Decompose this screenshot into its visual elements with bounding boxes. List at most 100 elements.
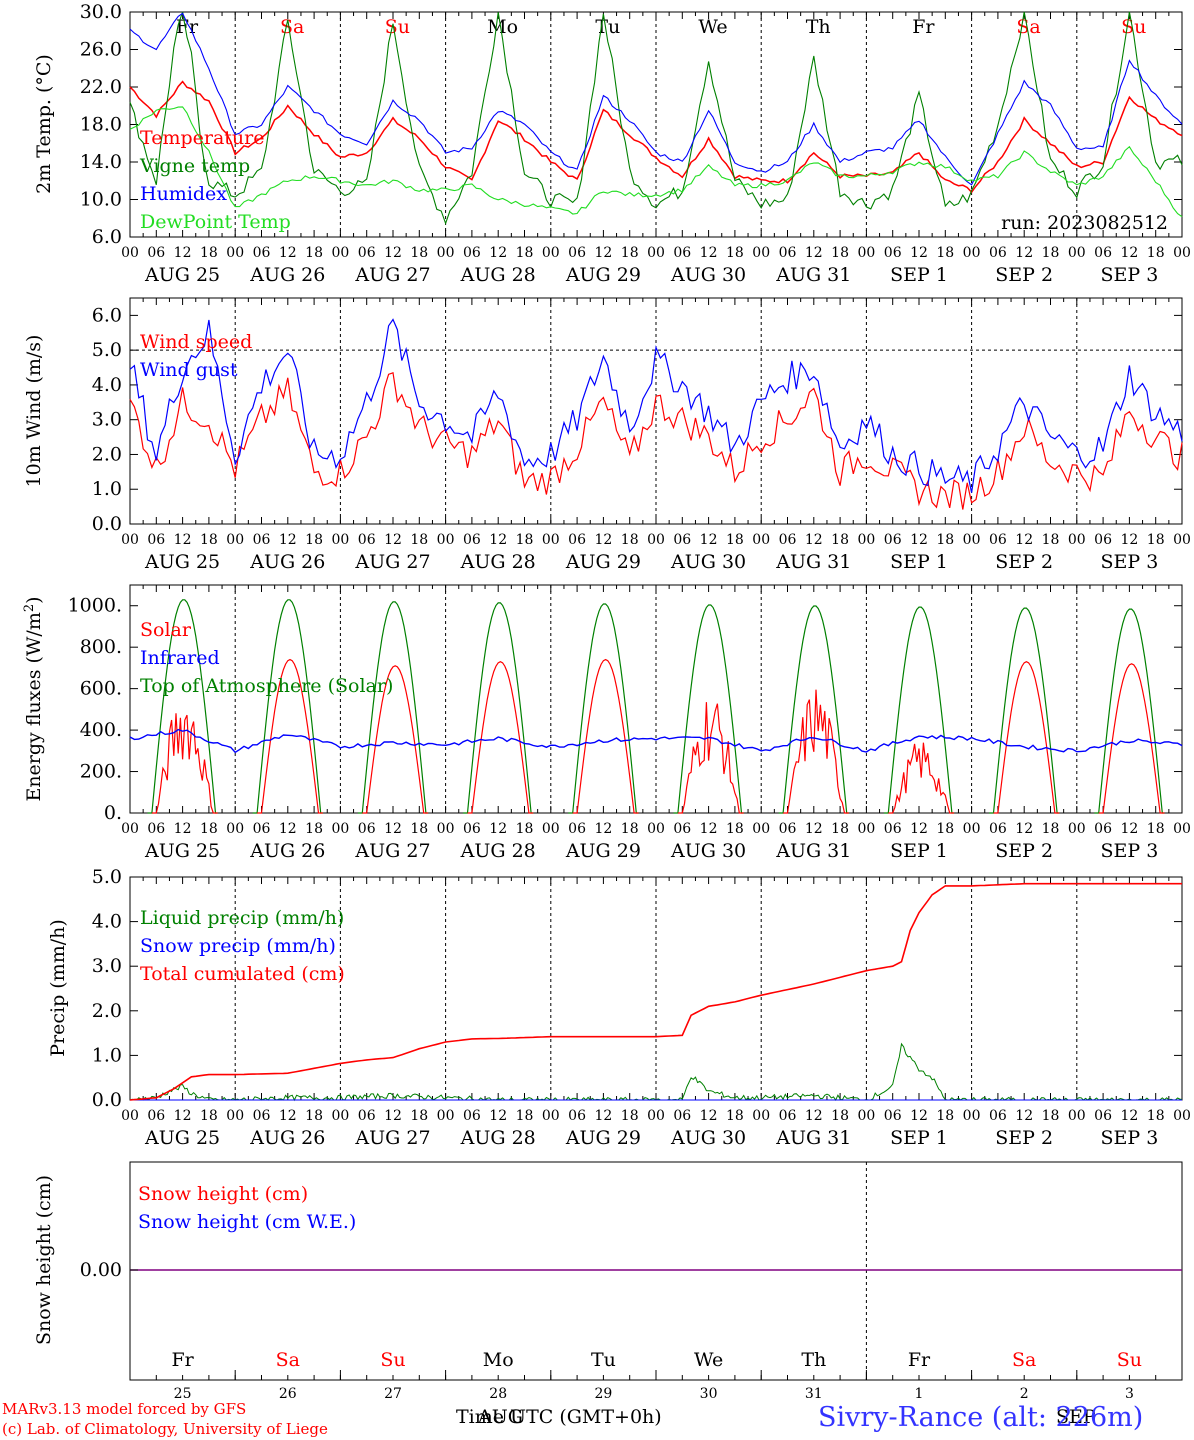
wind-hour-label: 00 — [437, 532, 455, 548]
wind-hour-label: 06 — [884, 532, 902, 548]
precip-y-tick-label: 0.0 — [92, 1089, 122, 1111]
temp-hour-label: 06 — [568, 245, 586, 261]
precip-hour-label: 06 — [779, 1108, 797, 1124]
energy-date-label: AUG 30 — [670, 840, 746, 862]
temp-date-label: AUG 28 — [460, 264, 536, 286]
wind-hour-label: 12 — [489, 532, 507, 548]
toa-curve — [778, 605, 849, 814]
temp-series-1 — [129, 11, 1183, 226]
temp-y-tick-label: 6.0 — [92, 226, 122, 248]
wind-hour-label: 18 — [831, 532, 849, 548]
wind-hour-label: 06 — [463, 532, 481, 548]
temp-y-tick-label: 18.0 — [80, 114, 122, 136]
wind-hour-label: 00 — [331, 532, 349, 548]
wind-y-tick-label: 0.0 — [92, 513, 122, 535]
wind-hour-label: 00 — [121, 532, 139, 548]
temp-weekday-label: Fr — [176, 16, 199, 38]
infrared-curve — [129, 728, 1183, 754]
solar-curve — [1098, 663, 1165, 814]
wind-hour-label: 06 — [1094, 532, 1112, 548]
temp-hour-label: 06 — [884, 245, 902, 261]
solar-curve — [151, 713, 218, 814]
energy-hour-label: 00 — [647, 821, 665, 837]
temp-hour-label: 12 — [700, 245, 718, 261]
temp-y-tick-label: 26.0 — [80, 39, 122, 61]
wind-date-label: AUG 25 — [144, 551, 220, 573]
snow-weekday-label: We — [694, 1349, 723, 1371]
precip-legend-0: Liquid precip (mm/h) — [140, 907, 344, 929]
wind-hour-label: 00 — [752, 532, 770, 548]
wind-hour-label: 06 — [147, 532, 165, 548]
solar-curve — [257, 658, 323, 814]
energy-y-tick-label: 600. — [80, 678, 122, 700]
precip-date-label: SEP 2 — [995, 1127, 1053, 1149]
temp-hour-label: 18 — [936, 245, 954, 261]
toa-curve — [357, 601, 429, 814]
temp-hour-label: 00 — [226, 245, 244, 261]
energy-hour-label: 00 — [542, 821, 560, 837]
aug-overlay: AUG — [478, 1406, 523, 1428]
solar-curve — [677, 702, 744, 814]
wind-hour-label: 18 — [305, 532, 323, 548]
precip-legend-2: Total cumulated (cm) — [140, 963, 345, 985]
energy-hour-label: 06 — [673, 821, 691, 837]
temp-hour-label: 12 — [805, 245, 823, 261]
precip-y-tick-label: 3.0 — [92, 955, 122, 977]
wind-date-label: AUG 27 — [354, 551, 430, 573]
precip-date-label: AUG 27 — [354, 1127, 430, 1149]
energy-hour-label: 12 — [384, 821, 402, 837]
temp-hour-label: 18 — [1147, 245, 1165, 261]
wind-hour-label: 18 — [410, 532, 428, 548]
energy-hour-label: 12 — [489, 821, 507, 837]
temp-hour-label: 18 — [200, 245, 218, 261]
temp-weekday-label: Mo — [487, 16, 518, 38]
energy-date-label: AUG 29 — [565, 840, 641, 862]
precip-date-label: AUG 29 — [565, 1127, 641, 1149]
temp-hour-label: 06 — [253, 245, 271, 261]
precip-date-label: AUG 25 — [144, 1127, 220, 1149]
energy-y-tick-label: 1000. — [68, 595, 122, 617]
temp-hour-label: 06 — [1094, 245, 1112, 261]
wind-hour-label: 18 — [1042, 532, 1060, 548]
temp-hour-label: 06 — [779, 245, 797, 261]
wind-y-tick-label: 1.0 — [92, 478, 122, 500]
snow-day-number: 30 — [700, 1386, 718, 1402]
temp-hour-label: 18 — [1042, 245, 1060, 261]
temp-hour-label: 00 — [1173, 245, 1191, 261]
toa-curve — [252, 599, 323, 814]
temp-legend-1: Vigne temp — [139, 155, 250, 177]
temp-hour-label: 00 — [963, 245, 981, 261]
snow-legend-0: Snow height (cm) — [138, 1183, 308, 1205]
temp-hour-label: 12 — [384, 245, 402, 261]
temp-hour-label: 12 — [174, 245, 192, 261]
temp-hour-label: 18 — [621, 245, 639, 261]
toa-curve — [568, 603, 639, 814]
wind-hour-label: 00 — [857, 532, 875, 548]
energy-hour-label: 00 — [1173, 821, 1191, 837]
temp-hour-label: 12 — [1120, 245, 1138, 261]
temp-hour-label: 12 — [489, 245, 507, 261]
precip-hour-label: 06 — [463, 1108, 481, 1124]
precip-hour-label: 12 — [805, 1108, 823, 1124]
sep-overlay: SEP — [1056, 1406, 1096, 1428]
wind-hour-label: 06 — [989, 532, 1007, 548]
wind-hour-label: 12 — [805, 532, 823, 548]
wind-date-label: AUG 30 — [670, 551, 746, 573]
precip-date-label: AUG 30 — [670, 1127, 746, 1149]
energy-date-label: SEP 2 — [995, 840, 1053, 862]
snow-day-number: 1 — [915, 1386, 924, 1402]
wind-hour-label: 00 — [226, 532, 244, 548]
energy-hour-label: 18 — [1147, 821, 1165, 837]
precip-hour-label: 12 — [174, 1108, 192, 1124]
precip-hour-label: 06 — [568, 1108, 586, 1124]
precip-hour-label: 00 — [437, 1108, 455, 1124]
temp-hour-label: 06 — [358, 245, 376, 261]
temp-date-label: AUG 27 — [354, 264, 430, 286]
wind-series-1 — [129, 318, 1183, 493]
energy-hour-label: 06 — [884, 821, 902, 837]
energy-y-tick-label: 200. — [80, 761, 122, 783]
temp-date-label: SEP 1 — [890, 264, 948, 286]
solar-curve — [783, 689, 849, 814]
toa-curve — [883, 606, 955, 814]
temp-legend-2: Humidex — [140, 183, 227, 205]
